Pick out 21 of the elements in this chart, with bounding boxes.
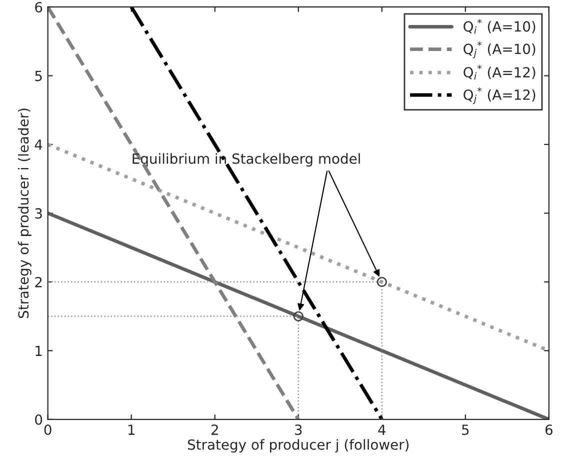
y-tick-label: 2: [35, 276, 42, 288]
x-tick-label: 6: [545, 424, 552, 436]
y-tick-label: 4: [34, 140, 42, 150]
y-tick-label: 1: [36, 346, 42, 356]
y-tick-label: 6: [35, 2, 42, 12]
legend-label: Q$_{j}$$^{*}$ (A=10): [464, 41, 536, 58]
x-tick-label: 3: [295, 424, 302, 436]
x-tick-label: 0: [44, 424, 52, 436]
x-tick-label: 2: [211, 424, 218, 435]
legend-label: Q$_{i}$$^{*}$ (A=12): [464, 64, 536, 80]
y-tick-label: 5: [35, 70, 42, 82]
y-tick-label: 0: [35, 414, 42, 425]
annotation: Equilibrium in Stackelberg model: [132, 153, 360, 167]
legend-label: Q$_{i}$$^{*}$ (A=10): [464, 18, 536, 34]
x-axis-title: Strategy of producer j (follower): [188, 439, 409, 453]
x-tick-label: 4: [378, 424, 386, 435]
y-axis-title: Strategy of producer i (leader): [18, 108, 32, 318]
y-tick-label: 3: [35, 208, 42, 219]
x-tick-label: 1: [128, 424, 135, 435]
x-tick-label: 5: [462, 424, 469, 436]
legend-label: Q$_{j}$$^{*}$ (A=12): [464, 87, 536, 104]
